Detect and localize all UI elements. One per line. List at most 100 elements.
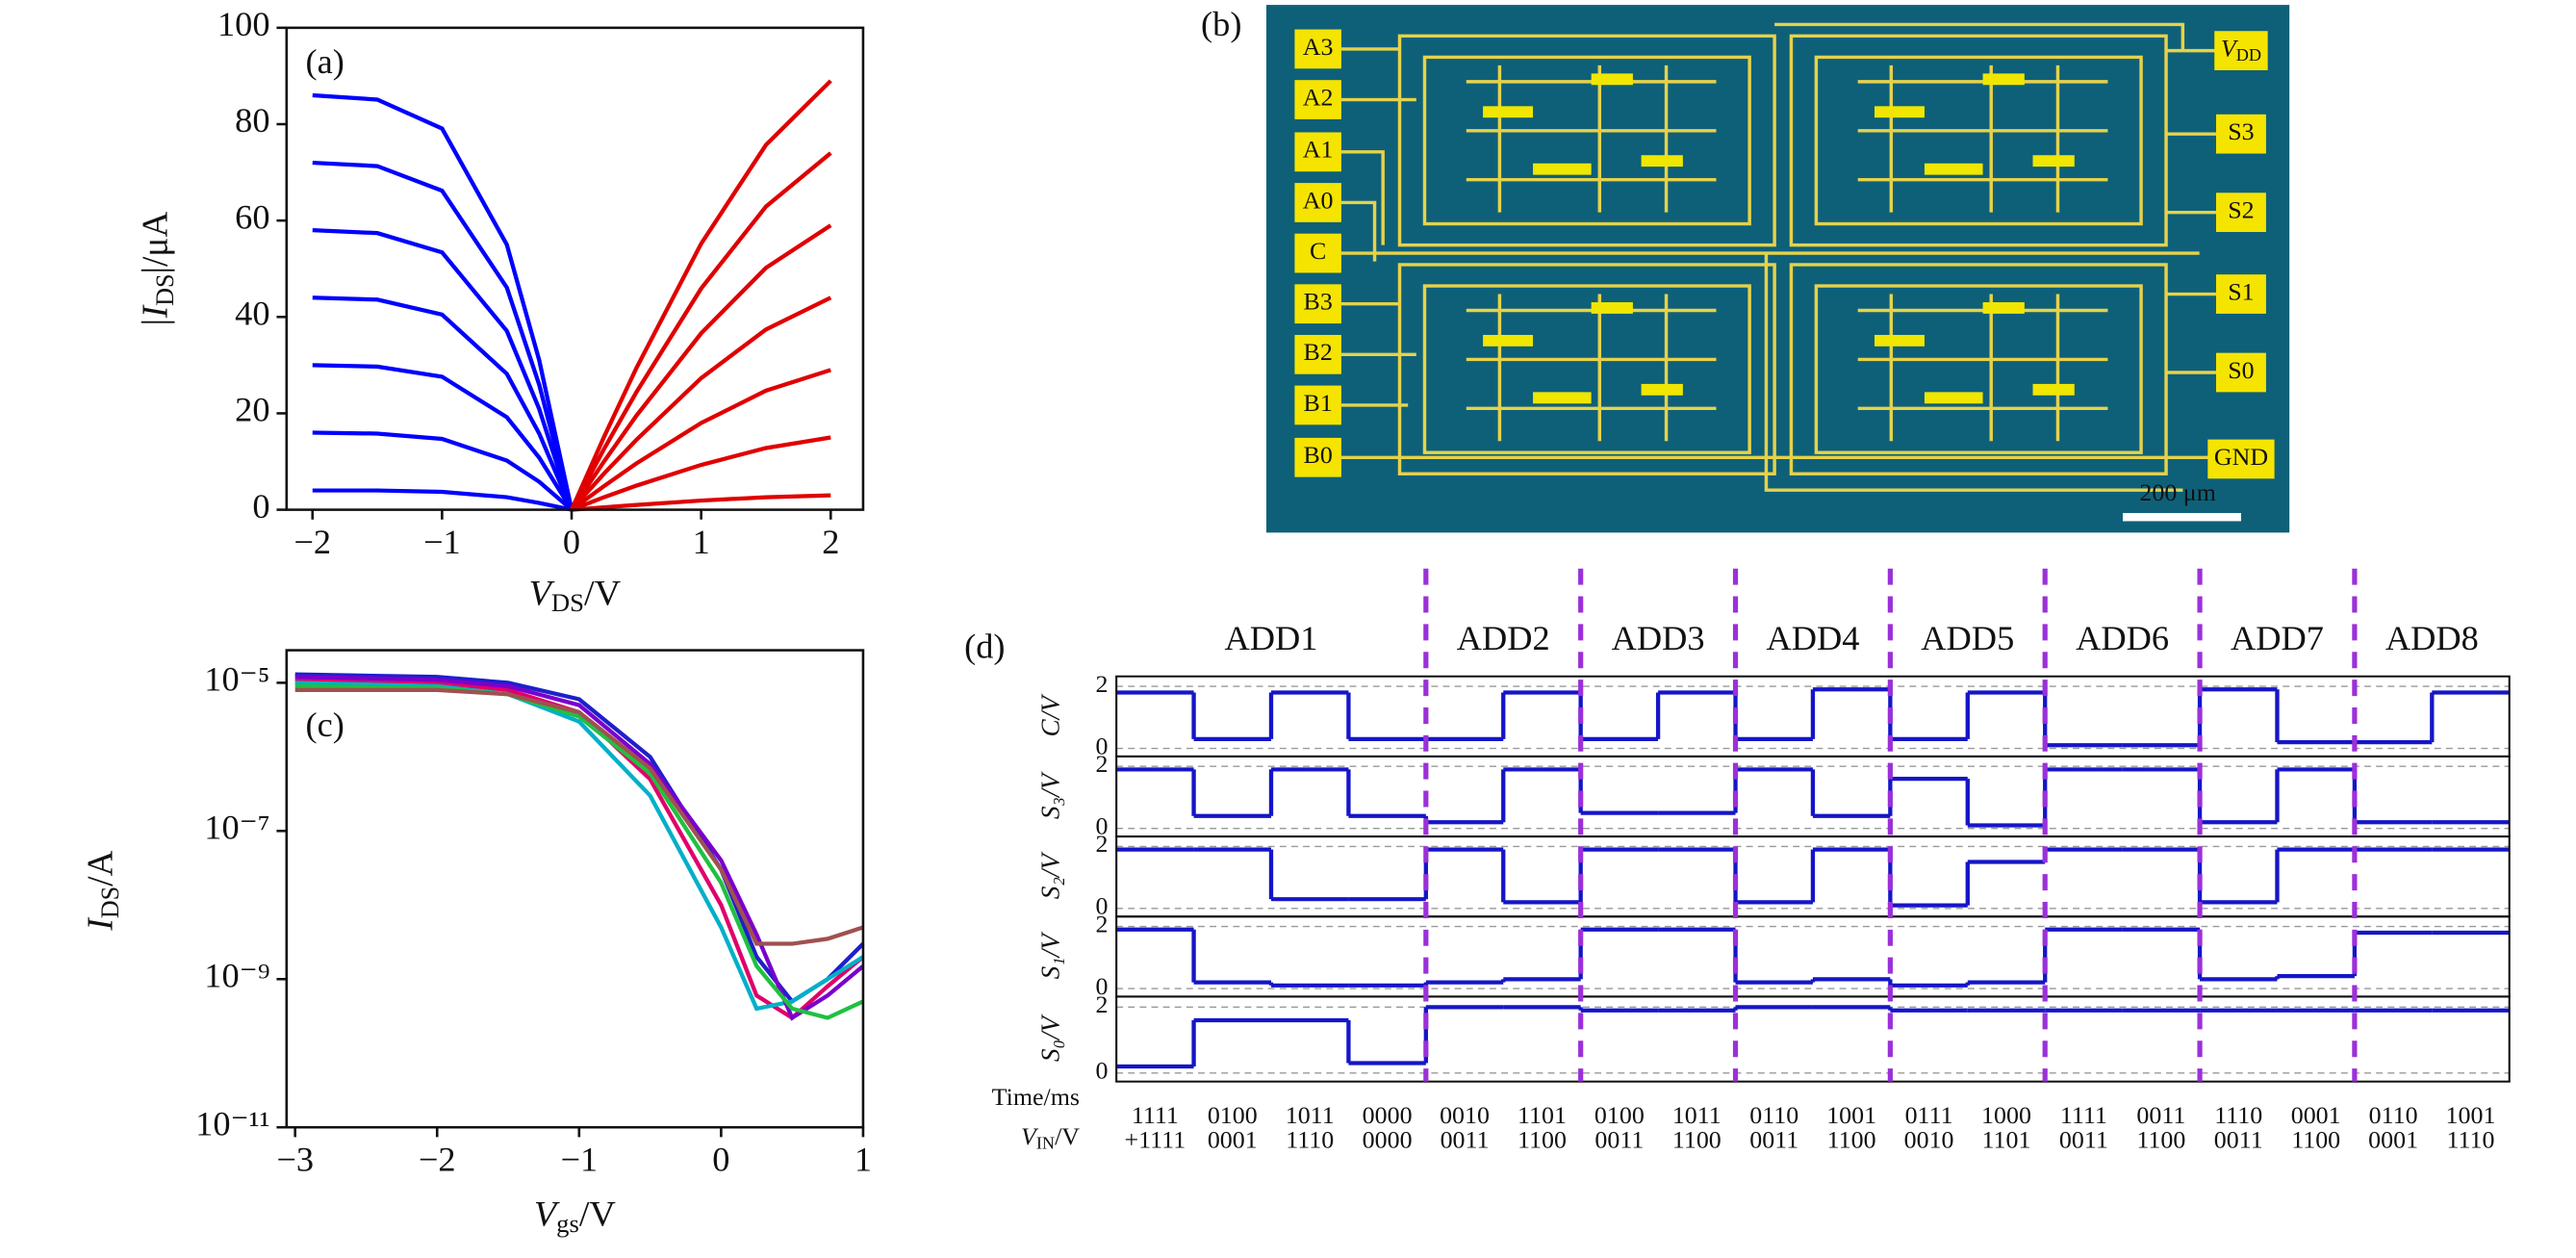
pad bbox=[1294, 334, 1341, 374]
y-axis-label: IDS/A bbox=[80, 850, 124, 931]
input-b: 0011 bbox=[1594, 1126, 1644, 1154]
pad bbox=[1294, 385, 1341, 425]
input-a: 0100 bbox=[1594, 1101, 1645, 1129]
x-axis-label: VDS/V bbox=[529, 573, 621, 616]
x-tick-label: −2 bbox=[419, 1141, 456, 1179]
input-a: 0111 bbox=[1905, 1101, 1953, 1129]
pad-label: VDD bbox=[2221, 35, 2261, 64]
pad-label: GND bbox=[2214, 443, 2268, 471]
panel-label: (a) bbox=[305, 42, 344, 81]
data-line bbox=[570, 295, 832, 511]
label-part: |I bbox=[135, 303, 175, 327]
pad-label: A0 bbox=[1303, 187, 1334, 215]
pad bbox=[1294, 29, 1341, 69]
input-b: 0011 bbox=[2214, 1126, 2263, 1154]
data-line bbox=[312, 488, 573, 512]
y-axis-label: S₂/V bbox=[1035, 851, 1064, 899]
input-b: 0011 bbox=[2059, 1126, 2108, 1154]
y-axis-label: C/V bbox=[1035, 693, 1064, 736]
input-a: 0100 bbox=[1208, 1101, 1258, 1129]
input-a: 1111 bbox=[1132, 1101, 1179, 1129]
group-label: ADD4 bbox=[1766, 620, 1859, 658]
input-a: 0010 bbox=[1440, 1101, 1490, 1129]
pad-label: C bbox=[1310, 237, 1326, 265]
data-line bbox=[294, 678, 865, 1021]
y-tick-label: 60 bbox=[235, 198, 269, 237]
y-axis-label: S₁/V bbox=[1035, 931, 1064, 979]
input-a: 0011 bbox=[2136, 1101, 2185, 1129]
y-axis-label: S₃/V bbox=[1035, 771, 1064, 819]
x-tick-label: −2 bbox=[293, 523, 331, 561]
group-label: ADD7 bbox=[2231, 620, 2324, 658]
input-a: 1001 bbox=[2446, 1101, 2496, 1129]
data-line bbox=[312, 160, 574, 511]
subplot-frame bbox=[1115, 995, 2511, 1083]
data-line bbox=[312, 228, 574, 511]
x-tick-label: 0 bbox=[712, 1141, 729, 1179]
y-tick-label: 0 bbox=[1096, 972, 1109, 1000]
label-part: DS bbox=[150, 273, 179, 305]
input-b: 1100 bbox=[1518, 1126, 1567, 1154]
data-line bbox=[294, 680, 865, 1012]
pad-label: B1 bbox=[1304, 389, 1333, 417]
group-label: ADD2 bbox=[1457, 620, 1550, 658]
input-b: 1100 bbox=[2136, 1126, 2185, 1154]
input-b: 0000 bbox=[1363, 1126, 1413, 1154]
y-tick-label: 100 bbox=[217, 5, 270, 43]
data-line bbox=[571, 435, 831, 512]
pad bbox=[2215, 193, 2266, 233]
pad bbox=[2215, 352, 2266, 393]
chip-wiring bbox=[1265, 5, 2290, 533]
input-b: 0011 bbox=[1749, 1126, 1798, 1154]
input-b: 1100 bbox=[1827, 1126, 1876, 1154]
label-part: V bbox=[2221, 35, 2239, 63]
input-b: 1100 bbox=[1672, 1126, 1722, 1154]
y-tick-label: 0 bbox=[1096, 732, 1109, 760]
pad-label: B0 bbox=[1304, 441, 1333, 469]
pad bbox=[1294, 183, 1341, 222]
label-part: gs bbox=[556, 1209, 579, 1238]
plot-frame bbox=[285, 649, 865, 1129]
x-tick-label: 0 bbox=[563, 523, 580, 561]
label-part: IN bbox=[1036, 1134, 1055, 1153]
y-tick-label: 2 bbox=[1096, 670, 1109, 698]
x-tick-label: −1 bbox=[423, 523, 461, 561]
pad bbox=[2214, 31, 2268, 70]
input-a: 1011 bbox=[1286, 1101, 1335, 1129]
input-a: 0000 bbox=[1363, 1101, 1413, 1129]
y-tick-label: 40 bbox=[235, 295, 269, 333]
pad-label: A2 bbox=[1303, 84, 1334, 112]
data-line bbox=[312, 430, 574, 512]
input-b: 0010 bbox=[1904, 1126, 1954, 1154]
y-tick-label: 2 bbox=[1096, 750, 1109, 778]
y-tick-label: 80 bbox=[235, 102, 269, 141]
pad bbox=[2207, 439, 2275, 479]
y-tick-label: 2 bbox=[1096, 990, 1109, 1018]
y-axis-label: S₀/V bbox=[1035, 1014, 1064, 1062]
input-a: 1101 bbox=[1518, 1101, 1567, 1129]
label-part: DD bbox=[2236, 45, 2261, 64]
chip-devices bbox=[1483, 73, 2241, 522]
pad-label: B3 bbox=[1304, 288, 1333, 316]
data-line bbox=[294, 683, 864, 1020]
y-axis-label: |IDS|/μA bbox=[135, 212, 179, 328]
input-a: 0110 bbox=[2369, 1101, 2418, 1129]
input-b: 1110 bbox=[2447, 1126, 2495, 1154]
x-tick-label: 1 bbox=[854, 1141, 872, 1179]
pad bbox=[1294, 80, 1341, 119]
x-tick-label: 2 bbox=[822, 523, 839, 561]
y-tick-label: 10⁻⁷ bbox=[204, 809, 269, 847]
pad-label: A3 bbox=[1303, 33, 1334, 61]
x-tick-label: −1 bbox=[560, 1141, 598, 1179]
y-tick-label: 10⁻¹¹ bbox=[195, 1105, 269, 1143]
input-b: 0011 bbox=[1441, 1126, 1490, 1154]
label-part: V bbox=[1021, 1122, 1039, 1150]
y-tick-label: 10⁻⁹ bbox=[204, 957, 269, 995]
panel-label: (d) bbox=[964, 628, 1005, 666]
pad bbox=[1294, 132, 1341, 172]
group-label: ADD3 bbox=[1612, 620, 1705, 658]
data-line bbox=[312, 363, 574, 511]
plot-frame bbox=[285, 26, 865, 511]
input-b: +1111 bbox=[1125, 1126, 1186, 1154]
data-line bbox=[570, 151, 832, 511]
